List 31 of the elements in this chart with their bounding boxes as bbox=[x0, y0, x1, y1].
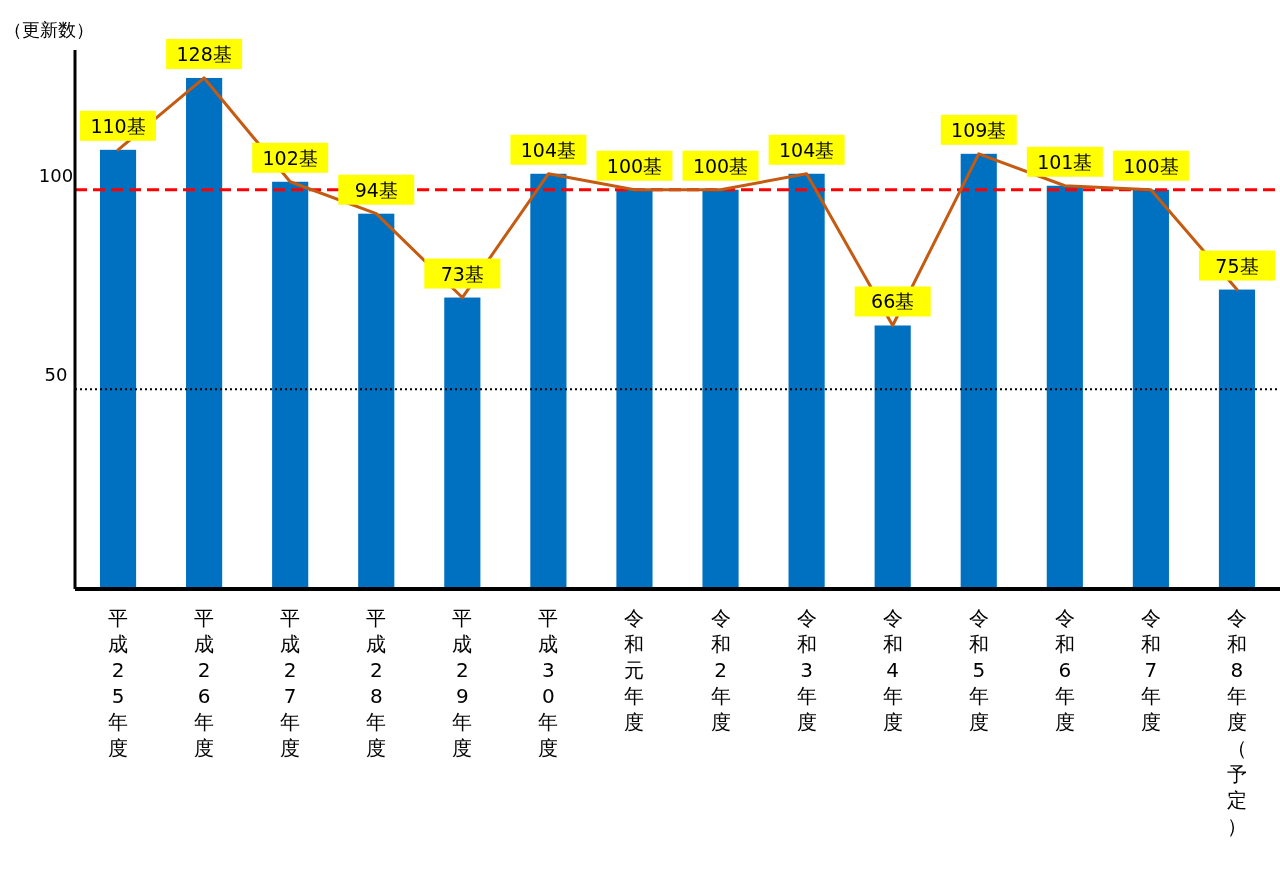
x-tick-label: 平成26年度 bbox=[194, 606, 215, 760]
x-tick-label: 平成25年度 bbox=[108, 606, 129, 760]
data-label: 100基 bbox=[1123, 154, 1179, 177]
y-tick-label: 50 bbox=[44, 364, 68, 386]
data-label: 94基 bbox=[354, 178, 398, 201]
data-label: 100基 bbox=[692, 154, 749, 177]
x-tick-label: 平成27年度 bbox=[280, 606, 301, 760]
data-label: 100基 bbox=[606, 154, 663, 177]
data-label: 104基 bbox=[520, 138, 577, 161]
x-tick-label: 令和5年度 bbox=[968, 606, 989, 734]
x-tick-label: 令和3年度 bbox=[796, 606, 817, 734]
x-tick-label: 令和元年度 bbox=[624, 606, 645, 734]
data-label: 104基 bbox=[778, 138, 835, 161]
category-label: 令和8年度（予定） bbox=[1226, 606, 1247, 838]
y-axis-title: （更新数） bbox=[4, 19, 94, 40]
x-tick-label: 平成30年度 bbox=[538, 606, 559, 760]
data-label: 128基 bbox=[176, 42, 232, 65]
data-label: 73基 bbox=[440, 262, 484, 285]
data-label: 109基 bbox=[951, 118, 1007, 141]
x-tick-label: 令和6年度 bbox=[1054, 606, 1075, 734]
data-label: 102基 bbox=[262, 146, 318, 169]
data-label: 110基 bbox=[90, 114, 146, 137]
data-label: 66基 bbox=[871, 290, 915, 313]
data-label: 101基 bbox=[1037, 150, 1093, 173]
x-tick-label: 令和4年度 bbox=[882, 606, 903, 734]
data-label: 75基 bbox=[1215, 254, 1259, 277]
x-tick-label: 令和2年度 bbox=[710, 606, 731, 734]
x-tick-label: 平成28年度 bbox=[366, 606, 387, 760]
x-tick-label: 平成29年度 bbox=[452, 606, 473, 760]
x-tick-label: 令和7年度 bbox=[1140, 606, 1161, 734]
y-tick-label: 100 bbox=[38, 164, 74, 186]
